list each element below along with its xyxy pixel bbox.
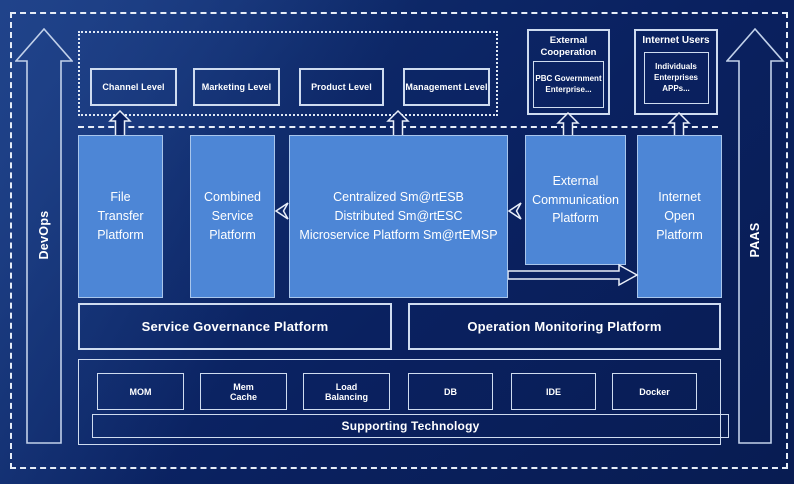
- level-box-product: Product Level: [299, 68, 384, 106]
- tech-box-load-balancing: Load Balancing: [303, 373, 390, 410]
- left-chevron-arrow-icon: [508, 202, 522, 220]
- tech-label-load-balancing: Load Balancing: [324, 381, 368, 402]
- tech-box-mem-cache: Mem Cache: [200, 373, 287, 410]
- internet-users-members-box: Individuals Enterprises APPs...: [643, 51, 709, 104]
- platform-central-line3: Microservice Platform Sm@rtEMSP: [299, 227, 498, 242]
- tech-label-docker: Docker: [639, 386, 670, 397]
- operation-monitoring-box: Operation Monitoring Platform: [408, 303, 721, 350]
- platform-file-transfer: File Transfer Platform: [78, 135, 163, 298]
- supporting-technology-label: Supporting Technology: [341, 419, 480, 433]
- right-flow-arrow-icon: [508, 263, 639, 287]
- external-cooperation-members-box: PBC Government Enterprise...: [533, 60, 604, 108]
- operation-monitoring-label: Operation Monitoring Platform: [467, 319, 662, 334]
- left-chevron-arrow-icon: [275, 202, 289, 220]
- level-label-management: Management Level: [405, 82, 488, 92]
- paas-rail-label: PAAS: [748, 222, 762, 258]
- internet-users-members: Individuals Enterprises APPs...: [653, 61, 699, 94]
- tech-label-mom: MOM: [129, 386, 152, 397]
- devops-arrow-icon: [15, 28, 73, 444]
- level-box-channel: Channel Level: [90, 68, 177, 106]
- supporting-technology-bar: Supporting Technology: [92, 414, 729, 438]
- platform-file-transfer-label: File Transfer Platform: [97, 190, 144, 242]
- supporting-technology-container: [78, 359, 721, 445]
- tech-label-mem-cache: Mem Cache: [229, 381, 257, 402]
- platform-combined-service: Combined Service Platform: [190, 135, 275, 298]
- level-label-marketing: Marketing Level: [201, 82, 272, 92]
- external-cooperation-members: PBC Government Enterprise...: [535, 74, 602, 95]
- platform-combined-service-label: Combined Service Platform: [204, 190, 261, 242]
- tech-box-ide: IDE: [511, 373, 596, 410]
- service-governance-label: Service Governance Platform: [141, 319, 329, 334]
- external-cooperation-title: External Cooperation: [540, 35, 597, 58]
- level-box-marketing: Marketing Level: [193, 68, 280, 106]
- internet-users-title: Internet Users: [642, 35, 710, 46]
- platform-central-esb: Centralized Sm@rtESB Distributed Sm@rtES…: [289, 135, 508, 298]
- platform-external-communication: External Communication Platform: [525, 135, 626, 265]
- external-cooperation-box: External Cooperation PBC Government Ente…: [527, 29, 610, 115]
- up-arrow-icon: [108, 110, 132, 137]
- devops-rail-label: DevOps: [37, 210, 51, 260]
- up-arrow-icon: [386, 110, 410, 137]
- platform-internet-open-label: Internet Open Platform: [656, 190, 703, 242]
- level-box-management: Management Level: [403, 68, 490, 106]
- service-governance-box: Service Governance Platform: [78, 303, 392, 350]
- levels-container: [78, 31, 498, 116]
- diagram-outer-border: [10, 12, 788, 469]
- tech-box-db: DB: [408, 373, 493, 410]
- internet-users-box: Internet Users Individuals Enterprises A…: [634, 29, 718, 115]
- level-label-channel: Channel Level: [102, 82, 165, 92]
- tech-label-ide: IDE: [545, 386, 561, 397]
- platform-internet-open: Internet Open Platform: [637, 135, 722, 298]
- tech-label-db: DB: [444, 386, 457, 397]
- platform-central-line1: Centralized Sm@rtESB: [333, 190, 464, 205]
- platform-central-line2: Distributed Sm@rtESC: [334, 209, 463, 224]
- paas-arrow-icon: [726, 28, 785, 444]
- platform-external-communication-label: External Communication Platform: [532, 173, 619, 226]
- tech-box-mom: MOM: [97, 373, 184, 410]
- level-label-product: Product Level: [311, 82, 372, 92]
- tech-box-docker: Docker: [612, 373, 697, 410]
